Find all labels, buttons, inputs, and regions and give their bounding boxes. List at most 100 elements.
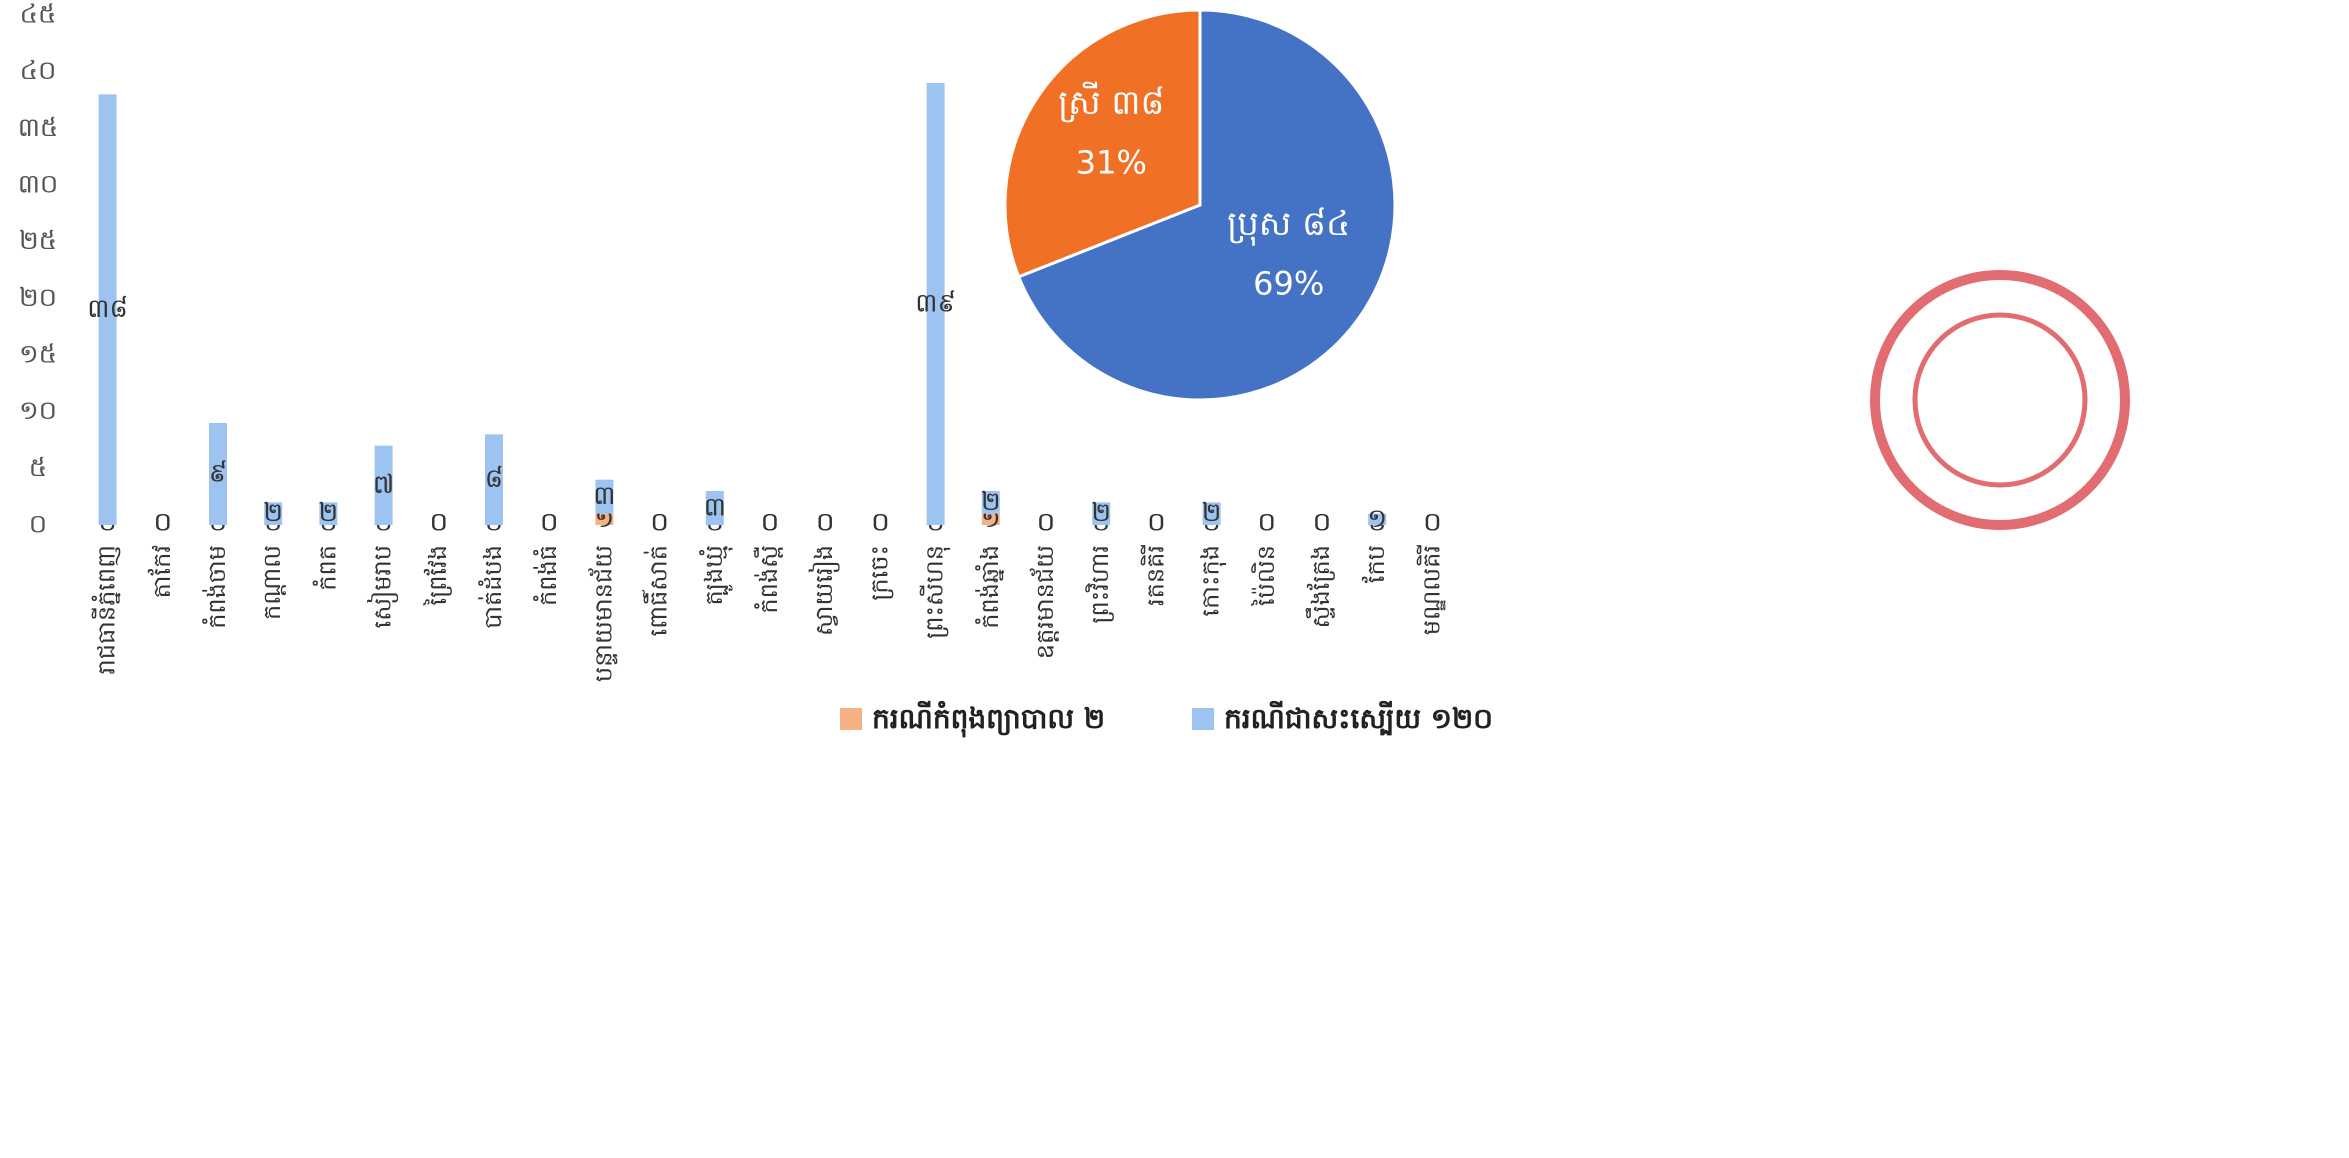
bar xyxy=(209,423,227,525)
pie-value-label: 69% xyxy=(1253,264,1324,302)
pie-category: ស្រី ៣៨ xyxy=(1058,81,1164,123)
data-label: ២ xyxy=(263,498,283,528)
data-label: ០ xyxy=(1037,508,1055,538)
data-label: ០ xyxy=(540,508,558,538)
data-label: ០ xyxy=(871,508,889,538)
bar xyxy=(485,434,503,525)
data-label: ០ xyxy=(1423,508,1441,538)
data-label: ០ xyxy=(816,508,834,538)
x-tick-label: ពោធិ៍សាត់ xyxy=(642,545,673,636)
data-label: ០ xyxy=(1423,508,1441,538)
legend-swatch xyxy=(1192,708,1214,730)
x-tick-label: កែប xyxy=(1361,545,1390,583)
bar xyxy=(264,502,283,525)
stamp-inner xyxy=(1912,312,2088,488)
data-label: ០ xyxy=(540,508,558,538)
bar xyxy=(374,445,393,525)
x-tick-label: កោះកុង xyxy=(1197,545,1227,616)
stamp xyxy=(1870,270,2130,530)
x-tick-label: កំពង់ឆ្នាំង xyxy=(975,545,1004,629)
bar xyxy=(1092,502,1111,525)
x-tick-label: ក្រចេះ xyxy=(865,545,893,601)
x-tick-label: ស្វាយរៀង xyxy=(808,545,840,636)
data-label: ០ xyxy=(650,508,668,538)
bar xyxy=(981,513,1000,525)
data-label: ០ xyxy=(1313,508,1331,538)
data-label: ២ xyxy=(1091,498,1111,528)
pie-slice xyxy=(1016,8,1397,402)
x-tick-label: កំពង់ស្ពឺ xyxy=(753,545,783,614)
data-label: ០ xyxy=(1037,508,1055,538)
bar xyxy=(319,502,338,525)
data-label: ២ xyxy=(981,487,1001,517)
data-label: ០ xyxy=(430,508,448,538)
data-label: ២ xyxy=(319,498,339,528)
x-tick-label: បាត់ដំបង xyxy=(478,545,507,629)
bar xyxy=(981,491,1000,514)
bar xyxy=(705,491,724,525)
y-tick-label: ១០ xyxy=(19,396,57,426)
data-label: ០ xyxy=(1258,508,1276,538)
data-label: ៩ xyxy=(209,459,227,489)
x-tick-label: កំពត xyxy=(312,545,341,591)
x-tick-label: ព្រះសីហនុ xyxy=(920,545,951,639)
data-label: ៣៩ xyxy=(915,289,956,319)
data-label: ០ xyxy=(761,508,779,538)
y-tick-label: ៤៥ xyxy=(20,0,57,30)
bar xyxy=(926,83,945,525)
bar xyxy=(595,479,614,514)
data-label: ០ xyxy=(154,508,172,538)
x-tick-label: ប៉ៃលិន xyxy=(1251,545,1280,607)
data-label: ២ xyxy=(1202,498,1222,528)
y-tick-label: ៤០ xyxy=(20,56,57,86)
data-label: ០ xyxy=(154,508,172,538)
data-label: ០ xyxy=(761,508,779,538)
y-tick-label: ២០ xyxy=(19,283,57,313)
legend-swatch xyxy=(840,708,862,730)
data-label: ៣៨ xyxy=(87,294,128,324)
bar xyxy=(1202,502,1221,525)
x-tick-label: ព្រៃវែង xyxy=(423,545,452,606)
x-tick-label: រតនគិរី xyxy=(1140,545,1169,606)
data-label: ៣ xyxy=(593,481,615,511)
pie-slice xyxy=(1003,8,1202,279)
data-label: ០ xyxy=(871,508,889,538)
data-label: ១ xyxy=(1367,504,1387,534)
data-label: ០ xyxy=(816,508,834,538)
y-tick-label: ២៥ xyxy=(19,226,57,256)
data-label: ០ xyxy=(430,508,448,538)
data-label: ៧ xyxy=(373,470,394,500)
x-tick-label: ស្ទឹងត្រែង xyxy=(1305,545,1335,628)
pie-value-label: 31% xyxy=(1076,144,1147,182)
bar xyxy=(98,94,117,525)
y-tick-label: ៣៥ xyxy=(18,113,59,143)
data-label: ០ xyxy=(1258,508,1276,538)
x-tick-label: កំពង់ចាម xyxy=(202,545,231,629)
y-tick-label: ៥ xyxy=(29,453,47,483)
data-label: ០ xyxy=(1313,508,1331,538)
bar xyxy=(595,513,614,525)
data-label: ៨ xyxy=(485,464,503,494)
x-tick-label: មណ្ឌលគិរី xyxy=(1416,545,1445,635)
x-tick-label: តាកែវ xyxy=(147,545,176,598)
legend-label: ករណីកំពុងព្យាបាល ២ xyxy=(872,700,1105,738)
x-tick-label: ត្បូងឃ្មុំ xyxy=(699,545,733,605)
legend-label: ករណីជាសះស្បើយ ១២០ xyxy=(1224,700,1493,736)
data-label: ០ xyxy=(1147,508,1165,538)
y-tick-label: ១៥ xyxy=(19,340,57,370)
y-tick-label: ០ xyxy=(29,510,47,540)
y-tick-label: ៣០ xyxy=(18,170,59,200)
x-tick-label: កំពង់ធំ xyxy=(533,545,562,606)
data-label: ៣ xyxy=(704,493,726,523)
data-label: ០ xyxy=(650,508,668,538)
bar xyxy=(1368,513,1387,525)
x-tick-label: សៀមរាប xyxy=(367,545,399,628)
x-tick-label: កណ្ដាល xyxy=(258,545,286,620)
x-tick-label: ឧត្ដរមានជ័យ xyxy=(1029,545,1059,659)
data-label: ០ xyxy=(1147,508,1165,538)
x-tick-label: ព្រះវិហារ xyxy=(1085,545,1114,624)
x-tick-label: រាជធានីភ្នំពេញ xyxy=(92,545,121,675)
x-tick-label: បន្ទាយមានជ័យ xyxy=(587,545,617,682)
pie-category: ប្រុស ៨៤ xyxy=(1227,204,1350,246)
